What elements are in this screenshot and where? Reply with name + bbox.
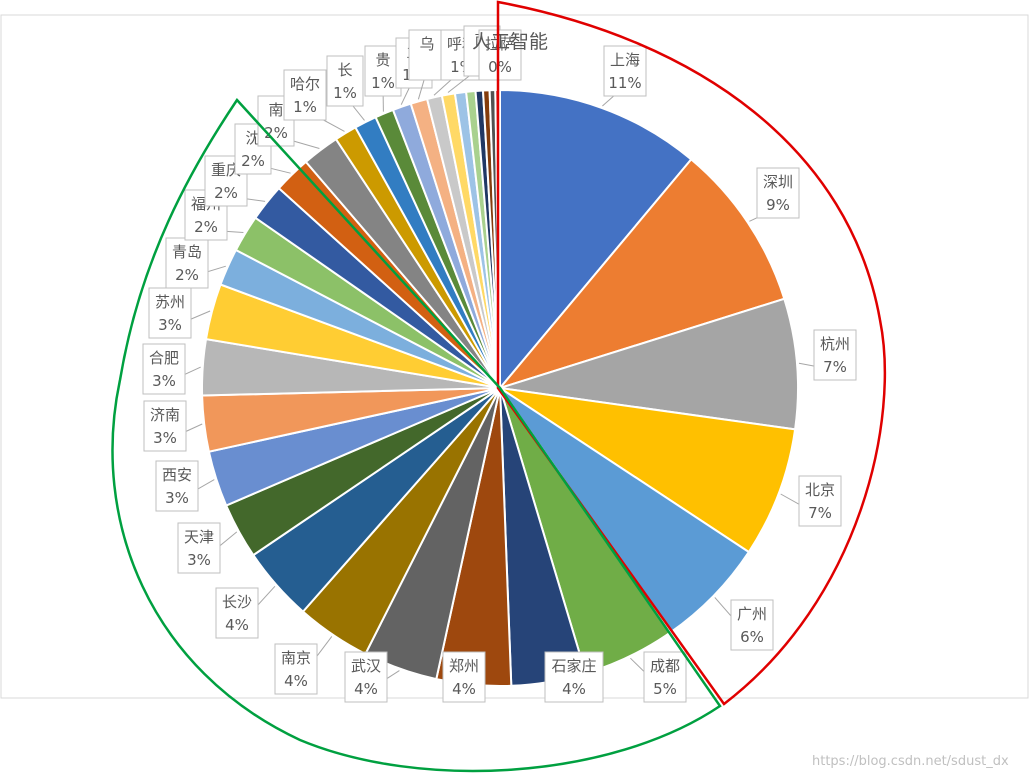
- data-label-box: [478, 29, 522, 81]
- data-label-box: [143, 400, 187, 452]
- data-label-category: 贵: [375, 51, 390, 69]
- data-label-percent: 2%: [241, 152, 265, 170]
- pie-slice: [499, 387, 797, 554]
- data-label-category: 重庆: [211, 161, 241, 179]
- data-label-category: 深圳: [763, 173, 793, 191]
- data-label-category: 成都: [650, 657, 680, 675]
- data-label-box: [274, 643, 318, 695]
- data-label-box: [603, 45, 647, 97]
- data-label-percent: 4%: [562, 680, 586, 698]
- data-label-box: [177, 522, 221, 574]
- data-label-box: [442, 651, 486, 703]
- data-label-category: 沈: [245, 129, 260, 147]
- data-label-box: [165, 237, 209, 289]
- data-label-percent: 1%: [333, 84, 357, 102]
- data-label-category: 西安: [162, 466, 192, 484]
- data-label-category: 郑州: [449, 657, 479, 675]
- data-label-percent: 0%: [488, 58, 512, 76]
- data-label-box: [643, 651, 687, 703]
- data-label-percent: 4%: [225, 616, 249, 634]
- red-highlight-outline: [496, 0, 886, 706]
- data-label-box: [813, 329, 857, 381]
- data-label-percent: 3%: [153, 429, 177, 447]
- data-label-box: [155, 460, 199, 512]
- green-highlight-outline: [111, 97, 722, 773]
- data-label-category: 广州: [737, 605, 767, 623]
- pie-slices: [201, 88, 799, 688]
- data-label-box: [344, 651, 388, 703]
- data-label-percent: 3%: [187, 551, 211, 569]
- data-label-percent: 3%: [165, 489, 189, 507]
- chart-title: 人工智能: [472, 31, 548, 53]
- data-label-box: [215, 587, 259, 639]
- data-label-box: [142, 343, 186, 395]
- data-label-percent: 3%: [152, 372, 176, 390]
- data-label-category: 上海: [610, 51, 640, 69]
- data-label-percent: 7%: [808, 504, 832, 522]
- data-label-percent: 2%: [175, 266, 199, 284]
- data-label-category: 石家庄: [551, 657, 596, 675]
- watermark: https://blog.csdn.net/sdust_dx: [812, 754, 1009, 769]
- data-label-category: 乌: [419, 35, 434, 53]
- data-label-percent: 4%: [452, 680, 476, 698]
- data-label-percent: 2%: [214, 184, 238, 202]
- data-label-category: 合肥: [149, 349, 179, 367]
- data-label-category: 南: [268, 101, 283, 119]
- data-label-percent: 9%: [766, 196, 790, 214]
- data-label-category: 长: [337, 61, 352, 79]
- data-label-box: [798, 475, 842, 527]
- data-label-box: [544, 651, 604, 703]
- data-label-box: [756, 167, 800, 219]
- data-label-percent: 5%: [653, 680, 677, 698]
- data-label-percent: 6%: [740, 628, 764, 646]
- pie-slice: [499, 297, 799, 431]
- data-labels: 上海 11% 深圳 9% 杭州 7% 北京 7% 广州 6% 成都 5% 石家庄 4% 郑州 4% 武汉 4% 南京…: [142, 25, 857, 703]
- data-label-category: 北京: [805, 481, 835, 499]
- data-label-category: 武汉: [351, 657, 381, 675]
- data-label-percent: 11%: [608, 74, 641, 92]
- data-label-percent: 4%: [284, 672, 308, 690]
- data-label-box: [283, 69, 327, 121]
- data-label-box: [364, 45, 402, 97]
- data-label-box: [326, 55, 364, 107]
- data-label-box: [148, 287, 192, 339]
- data-label-percent: 3%: [158, 316, 182, 334]
- data-label-percent: 7%: [823, 358, 847, 376]
- data-label-category: 青岛: [172, 243, 202, 261]
- data-label-percent: 2%: [194, 218, 218, 236]
- data-label-percent: 1%: [371, 74, 395, 92]
- data-label-percent: 1%: [293, 98, 317, 116]
- data-label-category: 南京: [281, 649, 311, 667]
- data-label-category: 哈尔: [290, 75, 320, 93]
- data-label-category: 天津: [184, 528, 214, 546]
- data-label-category: 拉萨: [485, 35, 515, 53]
- data-label-percent: 4%: [354, 680, 378, 698]
- data-label-category: 杭州: [820, 335, 850, 353]
- data-label-box: [730, 599, 774, 651]
- pie-slice: [497, 157, 786, 390]
- data-label-category: 苏州: [155, 293, 185, 311]
- pie-slice: [499, 88, 693, 391]
- data-label-category: 济南: [150, 406, 180, 424]
- data-label-category: 长沙: [222, 593, 252, 611]
